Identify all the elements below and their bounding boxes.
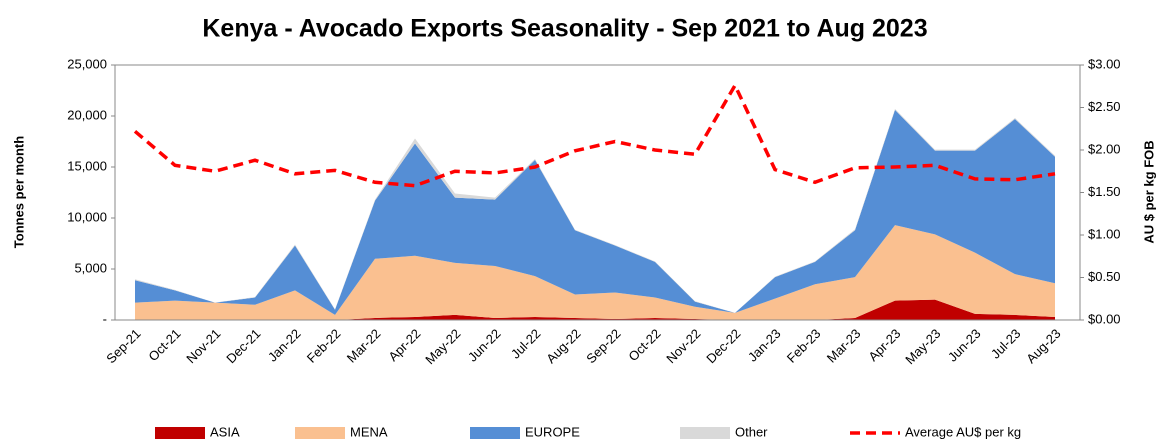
y2-tick-label: $1.50 <box>1088 184 1121 199</box>
legend-label: EUROPE <box>525 424 580 439</box>
x-tick-label: Nov-22 <box>663 326 703 366</box>
y2-tick-label: $0.00 <box>1088 311 1121 326</box>
legend-swatch <box>680 427 730 439</box>
legend-label: Other <box>735 424 768 439</box>
x-tick-label: Sep-21 <box>103 326 143 366</box>
x-tick-label: Aug-23 <box>1023 326 1063 366</box>
x-tick-label: Apr-23 <box>865 326 903 364</box>
area <box>135 299 1055 320</box>
x-tick-label: May-23 <box>902 326 943 367</box>
x-tick-label: Feb-23 <box>784 326 824 366</box>
y2-tick-label: $0.50 <box>1088 269 1121 284</box>
plot-border <box>114 64 1081 321</box>
y-tick-label: 15,000 <box>67 158 107 173</box>
y-tick-label: 25,000 <box>67 56 107 71</box>
area <box>135 109 1055 315</box>
x-tick-label: Dec-22 <box>703 326 743 366</box>
x-tick-label: Dec-21 <box>223 326 263 366</box>
legend-swatch <box>295 427 345 439</box>
x-tick-label: Jun-23 <box>945 326 984 365</box>
x-tick-label: Jan-22 <box>265 326 304 365</box>
x-tick-label: Mar-23 <box>824 326 864 366</box>
area <box>135 225 1055 320</box>
price-line <box>133 81 1056 188</box>
legend-label: Average AU$ per kg <box>905 424 1021 439</box>
x-tick-label: Mar-22 <box>344 326 384 366</box>
chart-title: Kenya - Avocado Exports Seasonality - Se… <box>202 15 927 43</box>
x-tick-label: Sep-22 <box>583 326 623 366</box>
x-tick-label: Apr-22 <box>385 326 423 364</box>
legend-swatch <box>155 427 205 439</box>
legend-label: ASIA <box>210 424 240 439</box>
y2-tick-label: $1.00 <box>1088 226 1121 241</box>
x-tick-label: Jul-23 <box>988 326 1024 362</box>
y2-tick-label: $3.00 <box>1088 56 1121 71</box>
x-tick-label: Jun-22 <box>465 326 504 365</box>
y-tick-label: - <box>103 311 107 326</box>
x-tick-label: Oct-22 <box>625 326 663 364</box>
y2-axis-title: AU $ per kg FOB <box>1141 140 1156 243</box>
x-tick-label: Oct-21 <box>145 326 183 364</box>
legend-label: MENA <box>350 424 388 439</box>
y2-tick-label: $2.50 <box>1088 99 1121 114</box>
x-tick-label: May-22 <box>422 326 463 367</box>
y-axis-title: Tonnes per month <box>11 136 26 248</box>
x-tick-label: Jul-22 <box>508 326 544 362</box>
x-tick-label: Jan-23 <box>745 326 784 365</box>
x-tick-label: Feb-22 <box>304 326 344 366</box>
y-tick-label: 20,000 <box>67 107 107 122</box>
x-tick-label: Nov-21 <box>183 326 223 366</box>
y-tick-label: 5,000 <box>74 260 107 275</box>
x-tick-label: Aug-22 <box>543 326 583 366</box>
y-tick-label: 10,000 <box>67 209 107 224</box>
y2-tick-label: $2.00 <box>1088 141 1121 156</box>
legend-swatch <box>470 427 520 439</box>
